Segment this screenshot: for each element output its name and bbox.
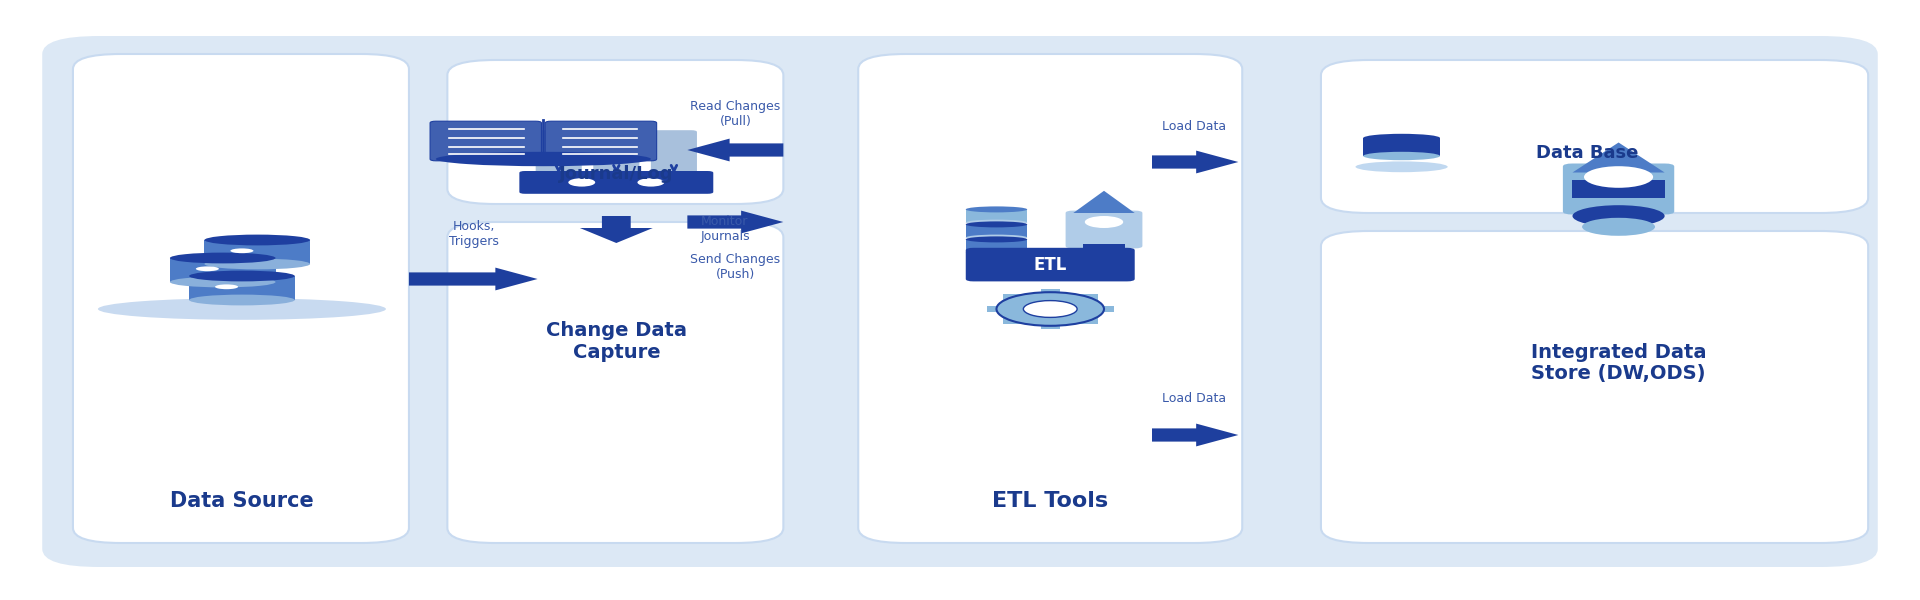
Ellipse shape [966, 221, 1027, 227]
Bar [1002, 294, 1021, 300]
Polygon shape [1572, 142, 1665, 173]
Polygon shape [409, 268, 538, 290]
FancyBboxPatch shape [42, 36, 1878, 567]
Circle shape [637, 178, 664, 187]
FancyBboxPatch shape [447, 60, 783, 204]
Ellipse shape [1356, 161, 1448, 172]
Circle shape [1085, 216, 1123, 228]
Ellipse shape [98, 298, 386, 320]
Circle shape [1089, 248, 1119, 258]
FancyBboxPatch shape [1321, 60, 1868, 213]
Bar [987, 306, 1006, 312]
FancyBboxPatch shape [1321, 231, 1868, 543]
Ellipse shape [966, 236, 1027, 242]
Ellipse shape [966, 220, 1027, 226]
Polygon shape [580, 216, 653, 243]
Circle shape [1023, 301, 1077, 317]
Polygon shape [1152, 151, 1238, 173]
FancyBboxPatch shape [545, 121, 657, 161]
Bar [1079, 294, 1098, 300]
Text: Integrated Data
Store (DW,ODS): Integrated Data Store (DW,ODS) [1530, 343, 1707, 383]
Text: Change Data
Capture: Change Data Capture [545, 322, 687, 362]
Ellipse shape [1363, 152, 1440, 160]
Ellipse shape [966, 235, 1027, 241]
Circle shape [996, 292, 1104, 326]
Text: Load Data: Load Data [1162, 119, 1227, 133]
Ellipse shape [188, 295, 296, 305]
Polygon shape [687, 211, 783, 233]
Bar [1002, 318, 1021, 324]
Text: Hooks,
Triggers: Hooks, Triggers [449, 220, 499, 248]
Text: Data Source: Data Source [171, 491, 313, 511]
Circle shape [568, 178, 595, 187]
Bar [1041, 323, 1060, 329]
Text: Read Changes
(Pull): Read Changes (Pull) [689, 100, 781, 128]
FancyBboxPatch shape [518, 171, 714, 194]
Ellipse shape [205, 235, 311, 245]
Text: ETL: ETL [1033, 256, 1068, 274]
Bar [205, 240, 311, 264]
Polygon shape [1152, 424, 1238, 446]
Bar [966, 209, 1027, 223]
Polygon shape [687, 139, 783, 161]
Bar [171, 258, 276, 282]
Text: Data Base: Data Base [1536, 144, 1638, 162]
Ellipse shape [1572, 205, 1665, 227]
Ellipse shape [966, 206, 1027, 212]
Text: ETL Tools: ETL Tools [993, 491, 1108, 511]
Bar [1041, 289, 1060, 295]
FancyBboxPatch shape [536, 130, 582, 173]
Ellipse shape [171, 277, 276, 287]
Ellipse shape [205, 259, 311, 269]
Text: Send Changes
(Push): Send Changes (Push) [691, 253, 780, 281]
FancyBboxPatch shape [73, 54, 409, 543]
Ellipse shape [196, 266, 219, 271]
FancyBboxPatch shape [447, 222, 783, 543]
FancyBboxPatch shape [1563, 163, 1674, 214]
Bar [966, 239, 1027, 253]
Bar [1079, 318, 1098, 324]
Bar [1094, 306, 1114, 312]
Ellipse shape [171, 253, 276, 263]
Ellipse shape [215, 284, 238, 289]
FancyBboxPatch shape [593, 130, 639, 173]
FancyBboxPatch shape [858, 54, 1242, 543]
Circle shape [1584, 166, 1653, 188]
Ellipse shape [188, 271, 296, 281]
FancyBboxPatch shape [1066, 211, 1142, 248]
Bar [966, 224, 1027, 238]
FancyBboxPatch shape [966, 248, 1135, 281]
Ellipse shape [1363, 134, 1440, 142]
Bar [188, 276, 296, 300]
Ellipse shape [230, 248, 253, 253]
Ellipse shape [1582, 218, 1655, 236]
FancyBboxPatch shape [430, 121, 541, 161]
Bar [1083, 244, 1125, 252]
Ellipse shape [436, 152, 651, 166]
Text: Monitor
Journals: Monitor Journals [701, 215, 751, 243]
Text: Load Data: Load Data [1162, 392, 1227, 406]
Bar [1363, 138, 1440, 156]
FancyBboxPatch shape [651, 130, 697, 173]
Polygon shape [1073, 191, 1135, 213]
Ellipse shape [966, 250, 1027, 256]
Bar [1572, 180, 1665, 198]
Text: Journal/Log: Journal/Log [559, 165, 674, 183]
